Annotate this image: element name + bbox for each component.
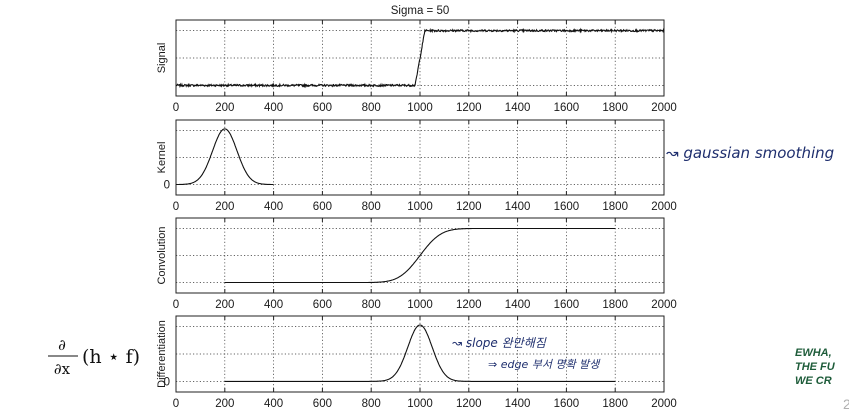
x-tick-label: 1400 xyxy=(505,299,531,311)
formula-expression: (h ⋆ f) xyxy=(82,346,140,368)
x-tick-label: 400 xyxy=(264,398,283,410)
subplot-convolution: 0 200 400 600 800 1000 1200 1400 1600 1800 2000 Con… xyxy=(156,217,677,311)
y-axis-label: Convolution xyxy=(156,226,168,284)
x-tick-label: 800 xyxy=(362,201,381,213)
x-tick-label: 1200 xyxy=(456,398,482,410)
x-tick-label: 1000 xyxy=(407,201,433,213)
x-tick-label: 1800 xyxy=(602,398,628,410)
x-tick-label: 0 xyxy=(173,201,179,213)
x-tick-label: 1000 xyxy=(407,299,433,311)
x-tick-label: 800 xyxy=(362,299,381,311)
x-tick-label: 200 xyxy=(215,201,234,213)
series-line-differentiation xyxy=(224,324,616,382)
x-tick-label: 1000 xyxy=(407,102,433,114)
series-line-signal xyxy=(175,27,665,89)
annotation-diff-1: ↝ slope 완만해짐 xyxy=(452,336,547,350)
x-tick-label: 800 xyxy=(362,398,381,410)
x-tick-label: 0 xyxy=(173,398,179,410)
x-tick-label: 600 xyxy=(313,201,332,213)
x-tick-label: 400 xyxy=(264,102,283,114)
x-tick-label: 2000 xyxy=(651,102,677,114)
x-tick-label: 1600 xyxy=(554,398,580,410)
x-tick-label: 400 xyxy=(264,201,283,213)
x-tick-label: 1600 xyxy=(554,102,580,114)
x-tick-label: 400 xyxy=(264,299,283,311)
x-tick-label: 1600 xyxy=(554,299,580,311)
x-tick-label: 800 xyxy=(362,102,381,114)
x-tick-label: 600 xyxy=(313,299,332,311)
y-axis-label: Kernel xyxy=(156,142,168,174)
x-tick-label: 200 xyxy=(215,398,234,410)
x-tick-label: 1800 xyxy=(602,299,628,311)
page-number: 2 xyxy=(843,396,849,412)
x-tick-label: 1800 xyxy=(602,102,628,114)
x-tick-label: 600 xyxy=(313,102,332,114)
university-logo: EWHA, THE FU WE CR xyxy=(795,347,836,387)
x-tick-label: 0 xyxy=(173,299,179,311)
series-line-convolution xyxy=(224,227,616,284)
formula-numerator: ∂ xyxy=(58,336,66,354)
subplots: 0 200 400 600 800 1000 1200 1400 1600 1800 2000Sig… xyxy=(156,19,677,410)
x-tick-label: 2000 xyxy=(651,299,677,311)
subplot-kernel: 0 200 400 600 800 1000 1200 1400 1600 1800 2000 0 Ke… xyxy=(156,119,677,213)
x-tick-label: 1400 xyxy=(505,102,531,114)
x-tick-label: 1200 xyxy=(456,201,482,213)
x-tick-label: 2000 xyxy=(651,398,677,410)
x-tick-label: 1200 xyxy=(456,102,482,114)
x-tick-label: 200 xyxy=(215,102,234,114)
x-tick-label: 0 xyxy=(173,102,179,114)
x-tick-label: 1000 xyxy=(407,398,433,410)
annotation-diff-2: ⇒ edge 부서 명확 발생 xyxy=(488,358,601,371)
y-tick-label: 0 xyxy=(164,376,170,388)
x-tick-label: 1200 xyxy=(456,299,482,311)
x-tick-label: 1800 xyxy=(602,201,628,213)
y-axis-label: Differentiation xyxy=(156,320,168,388)
series-line-kernel xyxy=(176,128,274,186)
x-tick-label: 200 xyxy=(215,299,234,311)
logo-line-1: EWHA, xyxy=(795,347,832,359)
subplot-differentiation: 0 200 400 600 800 1000 1200 1400 1600 1800 20000Di… xyxy=(156,315,677,410)
logo-line-3: WE CR xyxy=(795,375,832,387)
x-tick-label: 1600 xyxy=(554,201,580,213)
annotation-kernel: ↝ gaussian smoothing xyxy=(666,144,834,162)
logo-line-2: THE FU xyxy=(795,361,836,373)
x-tick-label: 2000 xyxy=(651,201,677,213)
y-tick-label: 0 xyxy=(164,180,170,192)
x-tick-label: 600 xyxy=(313,398,332,410)
derivative-formula: ∂ ∂x (h ⋆ f) xyxy=(48,336,140,378)
chart-title: Sigma = 50 xyxy=(391,5,450,17)
subplot-signal: 0 200 400 600 800 1000 1200 1400 1600 1800 2000 Sig… xyxy=(156,19,677,114)
x-tick-label: 1400 xyxy=(505,201,531,213)
formula-denominator: ∂x xyxy=(54,360,71,378)
x-tick-label: 1400 xyxy=(505,398,531,410)
y-axis-label: Signal xyxy=(156,43,168,74)
